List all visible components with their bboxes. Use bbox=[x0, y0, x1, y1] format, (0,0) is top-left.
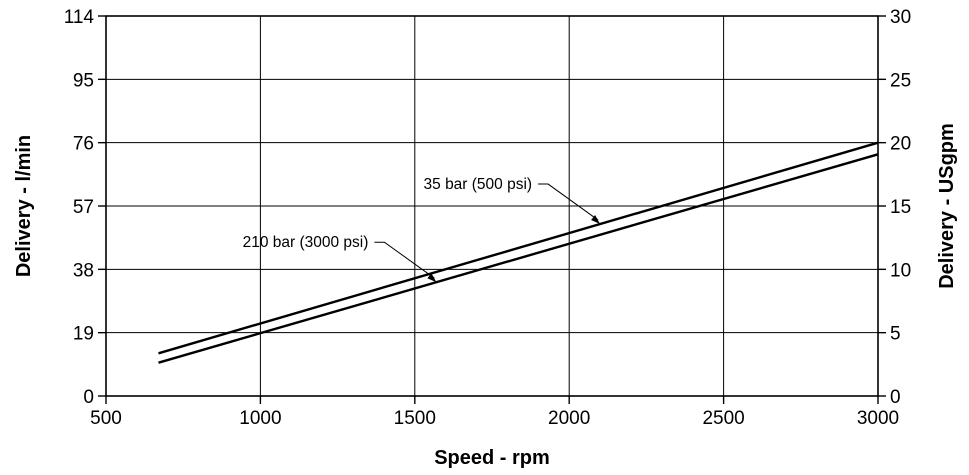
series-lines bbox=[158, 141, 879, 364]
y2-tick-label-20: 20 bbox=[890, 134, 911, 155]
x-tick-label-1500: 1500 bbox=[394, 408, 436, 429]
y2-tick-label-15: 15 bbox=[890, 197, 911, 218]
x-tick-label-2500: 2500 bbox=[702, 408, 744, 429]
annotation-arrow-2 bbox=[427, 273, 437, 283]
annotation-leader-2 bbox=[374, 241, 435, 279]
y-tick-label-76: 76 bbox=[73, 134, 94, 155]
y2-tick-label-5: 5 bbox=[890, 324, 901, 345]
y-tick-label-114: 114 bbox=[64, 7, 95, 28]
y-tick-label-95: 95 bbox=[73, 70, 94, 91]
y-axis-ticks-right: 0 5 10 15 20 25 30 bbox=[878, 7, 911, 408]
x-tick-label-500: 500 bbox=[90, 408, 122, 429]
y-tick-label-57: 57 bbox=[73, 197, 94, 218]
y-axis-title-left: Delivery - l/min bbox=[13, 135, 35, 277]
y2-tick-label-25: 25 bbox=[890, 70, 911, 91]
y2-tick-label-10: 10 bbox=[890, 260, 911, 281]
x-axis-title: Speed - rpm bbox=[434, 447, 550, 469]
y2-tick-label-30: 30 bbox=[890, 7, 911, 28]
y-axis-title-right: Delivery - USgpm bbox=[936, 123, 958, 289]
annotation-label-2: 210 bar (3000 psi) bbox=[243, 234, 369, 251]
y2-tick-label-0: 0 bbox=[890, 387, 901, 408]
y-tick-label-19: 19 bbox=[73, 324, 94, 345]
series-line-2 bbox=[158, 153, 879, 364]
x-axis-ticks: 500 1000 1500 2000 2500 3000 bbox=[90, 396, 899, 429]
annotation-label-1: 35 bar (500 psi) bbox=[424, 176, 533, 193]
y-tick-label-0: 0 bbox=[83, 387, 94, 408]
x-tick-label-1000: 1000 bbox=[239, 408, 281, 429]
series-line-1 bbox=[158, 141, 879, 355]
x-tick-label-2000: 2000 bbox=[548, 408, 590, 429]
annotation-arrow-1 bbox=[591, 215, 601, 225]
y-axis-ticks-left: 0 19 38 57 76 95 114 bbox=[64, 7, 106, 408]
grid-lines bbox=[106, 16, 878, 396]
annotations: 35 bar (500 psi) 210 bar (3000 psi) bbox=[243, 176, 601, 283]
x-tick-label-3000: 3000 bbox=[857, 408, 899, 429]
annotation-leader-1 bbox=[538, 183, 599, 221]
y-tick-label-38: 38 bbox=[73, 260, 94, 281]
